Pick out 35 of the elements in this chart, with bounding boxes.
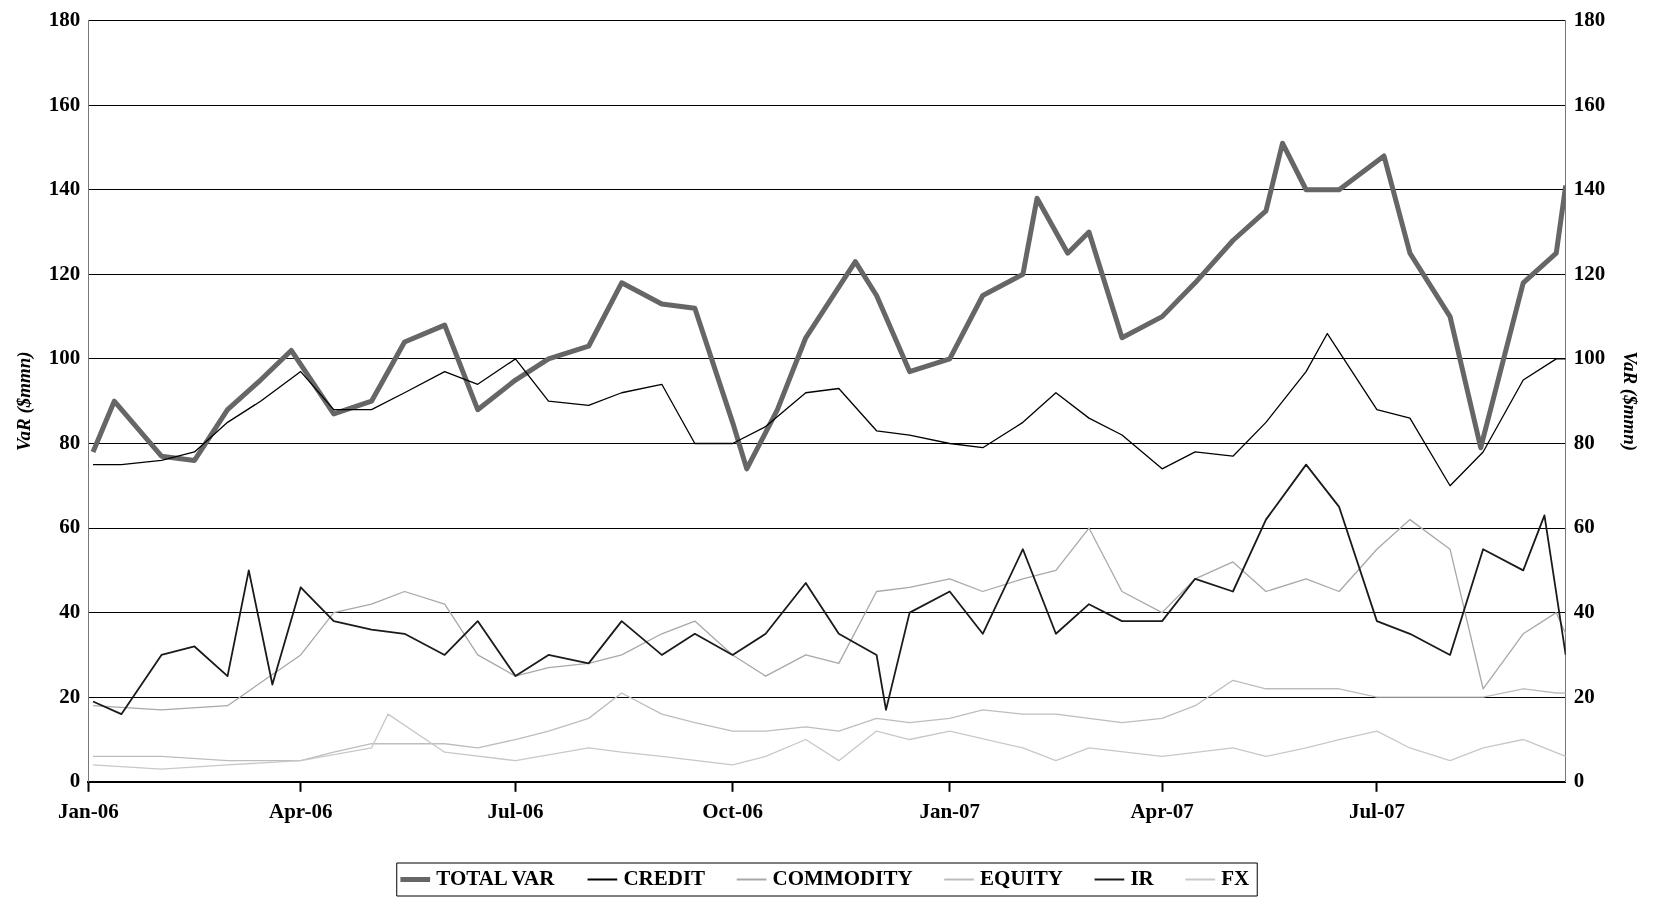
legend-label: CREDIT (623, 865, 706, 890)
x-tick-label: Jan-07 (919, 798, 981, 823)
y2-tick-label: 60 (1573, 514, 1595, 539)
y-tick-label: 100 (48, 345, 81, 370)
y-tick-label: 60 (59, 514, 81, 539)
x-tick-label: Jan-06 (57, 798, 119, 823)
y2-tick-label: 140 (1573, 176, 1606, 201)
legend-label: COMMODITY (772, 865, 913, 890)
x-tick-label: Oct-06 (702, 798, 763, 823)
y2-tick-label: 120 (1573, 260, 1606, 285)
legend-label: FX (1221, 865, 1250, 890)
y2-axis-title: VaR ($mmn) (1618, 351, 1641, 452)
y-tick-label: 140 (48, 176, 81, 201)
y2-tick-label: 80 (1573, 429, 1595, 454)
y-tick-label: 160 (48, 91, 81, 116)
x-tick-label: Apr-07 (1130, 798, 1194, 823)
legend-label: IR (1130, 865, 1155, 890)
y2-tick-label: 160 (1573, 91, 1606, 116)
y-tick-label: 120 (48, 260, 81, 285)
x-tick-label: Jul-06 (487, 798, 544, 823)
y2-tick-label: 20 (1573, 683, 1595, 708)
y-tick-label: 0 (69, 768, 81, 793)
x-tick-label: Jul-07 (1348, 798, 1405, 823)
y-tick-label: 80 (59, 429, 81, 454)
y-axis-title: VaR ($mmn) (13, 351, 36, 452)
y2-tick-label: 0 (1573, 768, 1585, 793)
y2-tick-label: 100 (1573, 345, 1606, 370)
y-tick-label: 40 (59, 599, 81, 624)
y-tick-label: 20 (59, 683, 81, 708)
x-tick-label: Apr-06 (269, 798, 333, 823)
y2-tick-label: 40 (1573, 599, 1595, 624)
y-tick-label: 180 (48, 7, 81, 32)
legend-label: EQUITY (980, 865, 1063, 890)
y2-tick-label: 180 (1573, 7, 1606, 32)
legend-label: TOTAL VAR (436, 865, 556, 890)
